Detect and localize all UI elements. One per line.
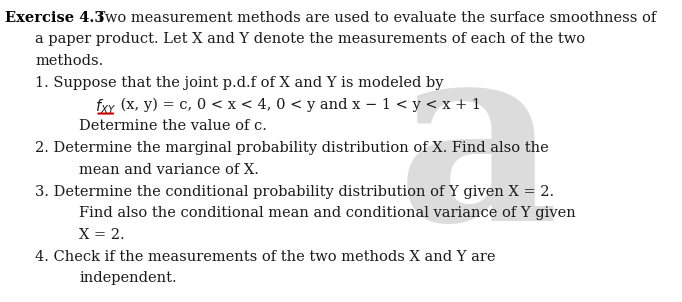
Text: Exercise 4.3: Exercise 4.3 (5, 11, 105, 24)
Text: 4. Check if the measurements of the two methods X and Y are: 4. Check if the measurements of the two … (35, 250, 496, 264)
Text: Determine the value of c.: Determine the value of c. (79, 119, 267, 133)
Text: a: a (396, 30, 559, 272)
Text: 2. Determine the marginal probability distribution of X. Find also the: 2. Determine the marginal probability di… (35, 141, 549, 155)
Text: Find also the conditional mean and conditional variance of Y given: Find also the conditional mean and condi… (79, 206, 576, 220)
Text: a paper product. Let X and Y denote the measurements of each of the two: a paper product. Let X and Y denote the … (35, 32, 586, 46)
Text: mean and variance of X.: mean and variance of X. (79, 163, 259, 177)
Text: (x, y) = c, 0 < x < 4, 0 < y and x − 1 < y < x + 1: (x, y) = c, 0 < x < 4, 0 < y and x − 1 <… (116, 98, 481, 112)
Text: X = 2.: X = 2. (79, 228, 125, 242)
Text: $f_{XY}$: $f_{XY}$ (95, 98, 117, 116)
Text: Two measurement methods are used to evaluate the surface smoothness of: Two measurement methods are used to eval… (91, 11, 657, 24)
Text: independent.: independent. (79, 271, 177, 285)
Text: 3. Determine the conditional probability distribution of Y given X = 2.: 3. Determine the conditional probability… (35, 185, 554, 198)
Text: methods.: methods. (35, 54, 104, 68)
Text: 1. Suppose that the joint p.d.f of X and Y is modeled by: 1. Suppose that the joint p.d.f of X and… (35, 76, 444, 90)
